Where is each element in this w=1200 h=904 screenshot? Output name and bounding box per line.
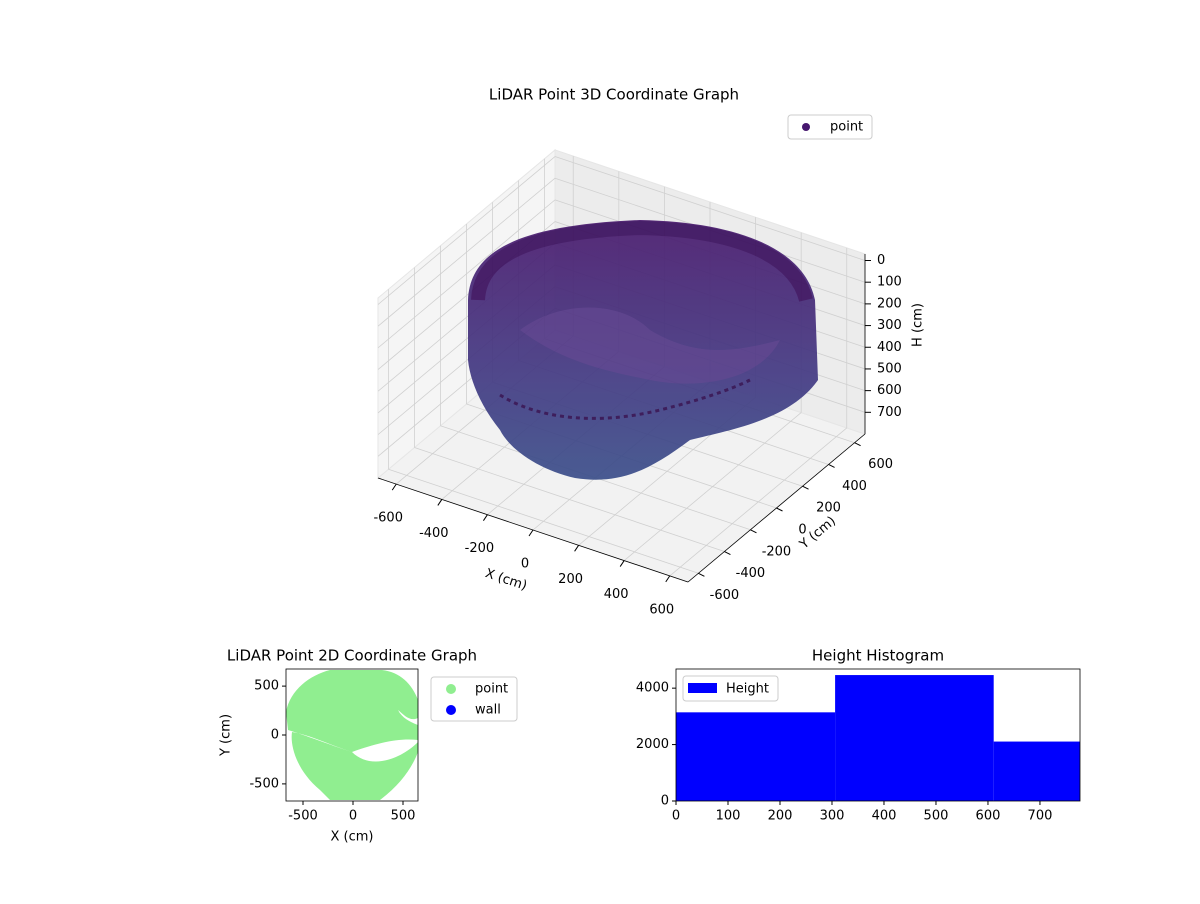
bar (993, 741, 1080, 801)
y-tick-label: -200 (762, 544, 792, 559)
y-tick-label: 4000 (636, 681, 669, 696)
plot-frame (285, 668, 419, 802)
legend-marker (446, 705, 456, 715)
x-tick-label: -200 (465, 541, 495, 556)
y-tick-label: 0 (661, 794, 669, 809)
plot-3d: -600-400-2000200400600-600-400-200020040… (373, 86, 925, 618)
y-axis-label: Y (cm) (219, 714, 234, 757)
x-tick-label: 0 (521, 557, 529, 572)
plot-2d: -500 0 500 -500 0 500 LiDAR Point 2D Coordinat… (219, 647, 518, 845)
y-tick-label: 2000 (636, 737, 669, 752)
y-tick-label: 0 (798, 523, 806, 538)
x-tick (482, 514, 488, 521)
plot-frame (675, 668, 1081, 802)
y-tick (828, 464, 835, 468)
z-tick-label: 100 (877, 275, 902, 290)
y-tick-label: -600 (710, 588, 740, 603)
x-tick (665, 575, 671, 583)
y-tick (802, 485, 809, 490)
x-tick-label: 400 (872, 809, 897, 824)
x-tick-label: -600 (373, 511, 403, 526)
z-tick-label: 500 (877, 361, 902, 376)
z-tick-label: 700 (877, 405, 902, 420)
y-tick (750, 529, 757, 534)
bar (676, 712, 836, 801)
bar (835, 675, 994, 801)
y-tick (776, 507, 783, 512)
grid-line (377, 199, 556, 349)
legend-label: point (830, 120, 863, 135)
y-tick-label: 200 (816, 501, 841, 516)
axes-3d: -600-400-2000200400600-600-400-200020040… (373, 86, 925, 618)
x-tick (391, 483, 397, 491)
legend-label: point (475, 682, 508, 697)
y-tick-label: 500 (254, 679, 279, 694)
grid-line (414, 447, 725, 552)
chart-title: LiDAR Point 3D Coordinate Graph (489, 86, 739, 104)
x-tick-label: 600 (976, 809, 1001, 824)
grid-line (388, 468, 699, 574)
y-tick (698, 572, 705, 577)
x-tick (437, 499, 443, 506)
point-cloud (468, 220, 818, 480)
z-tick-label: 300 (877, 318, 902, 333)
legend-label: wall (475, 703, 501, 718)
y-tick (854, 442, 861, 447)
y-axis (687, 433, 866, 583)
x-tick-label: 700 (1028, 809, 1053, 824)
z-tick-label: 400 (877, 340, 902, 355)
grid-line (377, 177, 556, 327)
y-tick-label: 400 (842, 479, 867, 494)
y-tick-label: -400 (736, 566, 766, 581)
y-tick (724, 551, 731, 555)
z-tick-label: 0 (877, 253, 885, 268)
x-tick-label: 500 (924, 809, 949, 824)
chart-title: LiDAR Point 2D Coordinate Graph (227, 647, 477, 665)
legend-box (682, 675, 779, 702)
y-tick-label: 0 (271, 728, 279, 743)
x-tick-label: 300 (820, 809, 845, 824)
z-axis-label: H (cm) (911, 303, 926, 347)
z-tick-label: 600 (877, 383, 902, 398)
x-tick-label: 600 (649, 602, 674, 617)
x-tick-label: -500 (288, 809, 318, 824)
y-tick-label: 600 (868, 457, 893, 472)
cloud-inner (520, 307, 780, 384)
x-tick-label: -400 (419, 526, 449, 541)
x-tick (619, 560, 625, 567)
x-tick-label: 200 (558, 572, 583, 587)
grid-line (377, 156, 556, 305)
legend-marker (446, 684, 456, 694)
legend-label: Height (726, 682, 769, 697)
x-tick-label: 500 (391, 809, 416, 824)
scatter-region (286, 670, 418, 800)
z-tick-label: 200 (877, 296, 902, 311)
histogram: 0 100 200 300 400 500 600 700 0 2000 4000 Height Hi… (636, 647, 1081, 824)
x-tick-label: 400 (604, 587, 629, 602)
x-tick-label: 100 (716, 809, 741, 824)
chart-title: Height Histogram (812, 647, 944, 665)
x-tick (528, 529, 534, 537)
x-tick-label: 200 (768, 809, 793, 824)
x-axis-label: X (cm) (331, 830, 374, 845)
x-tick (574, 545, 580, 552)
grid-line (554, 156, 866, 261)
x-tick-label: 0 (672, 809, 680, 824)
y-tick-label: -500 (249, 776, 279, 791)
x-tick-label: 0 (349, 809, 357, 824)
legend-box (787, 114, 873, 140)
legend-marker (802, 123, 810, 131)
cloud-rim (471, 220, 813, 303)
legend-patch (688, 683, 717, 693)
x-axis (377, 477, 689, 583)
